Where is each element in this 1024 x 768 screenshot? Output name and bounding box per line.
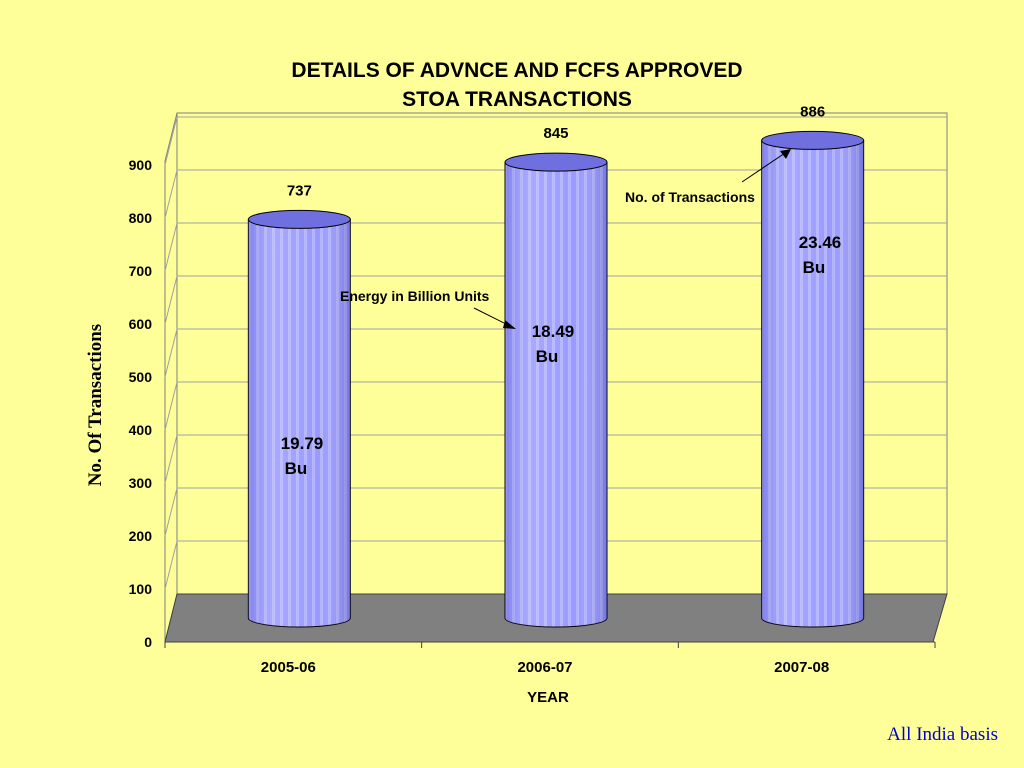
bar-top: [504, 152, 608, 172]
gridline: [164, 275, 947, 325]
y-tick-label: 300: [129, 475, 153, 491]
y-tick-label: 200: [129, 528, 153, 544]
energy-label-value: 18.49: [532, 322, 575, 341]
bar-top: [761, 130, 865, 150]
bar-top: [247, 209, 351, 229]
transactions-annotation: No. of Transactions: [625, 189, 755, 205]
y-axis-label: No. Of Transactions: [85, 324, 106, 486]
bar-shading: [761, 140, 864, 627]
footnote: All India basis: [887, 724, 998, 745]
gridlines: [164, 116, 947, 590]
energy-label-value: 19.79: [281, 434, 324, 453]
y-tick-label: 900: [129, 157, 153, 173]
gridline: [164, 381, 947, 431]
y-tick-label: 400: [129, 422, 153, 438]
bar-2007-08: [761, 130, 865, 628]
energy-label-unit: Bu: [803, 258, 826, 277]
bar-2005-06: [247, 209, 351, 628]
gridline: [164, 116, 947, 166]
y-tick-label: 100: [129, 581, 153, 597]
chart-title: DETAILS OF ADVNCE AND FCFS APPROVED STOA…: [160, 56, 874, 114]
y-tick-label: 500: [129, 369, 153, 385]
gridline: [164, 434, 947, 484]
gridline: [164, 222, 947, 272]
energy-label-unit: Bu: [285, 459, 308, 478]
annotations: No. of Transactions Energy in Billion Un…: [340, 149, 791, 329]
x-tick-label: 2005-06: [261, 659, 316, 676]
energy-label-unit: Bu: [536, 347, 559, 366]
data-labels: 737 845 886 19.79 Bu 18.49 Bu 23.46 Bu: [281, 103, 842, 478]
gridline: [164, 328, 947, 378]
transactions-arrowhead: [780, 149, 791, 159]
bars: [247, 130, 865, 628]
energy-annotation: Energy in Billion Units: [340, 288, 490, 304]
gridline: [164, 487, 947, 537]
value-label: 886: [800, 103, 825, 120]
y-tick-labels: 0 100 200 300 400 500 600 700 800 900: [129, 157, 153, 650]
energy-label-value: 23.46: [799, 233, 842, 252]
x-tick-label: 2007-08: [774, 659, 829, 676]
value-label: 737: [287, 182, 312, 199]
bar-shading: [248, 219, 351, 627]
chart-title-line1: DETAILS OF ADVNCE AND FCFS APPROVED: [291, 59, 743, 82]
value-label: 845: [543, 125, 568, 142]
chart-title-line2: STOA TRANSACTIONS: [402, 88, 632, 111]
y-tick-label: 0: [144, 634, 152, 650]
bar-shading: [505, 162, 607, 627]
x-axis-label: YEAR: [527, 689, 569, 706]
transactions-arrow: [741, 150, 789, 183]
bar-2006-07: [504, 152, 608, 628]
x-tick-label: 2006-07: [517, 659, 572, 676]
x-tick-labels: 2005-06 2006-07 2007-08: [164, 642, 936, 676]
energy-arrowhead: [503, 320, 516, 329]
y-tick-label: 700: [129, 263, 153, 279]
gridline: [164, 169, 947, 219]
y-tick-label: 800: [129, 210, 153, 226]
y-tick-label: 600: [129, 316, 153, 332]
gridline: [164, 540, 947, 590]
